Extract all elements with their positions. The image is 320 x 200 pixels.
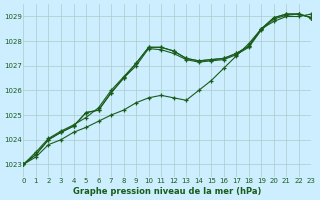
X-axis label: Graphe pression niveau de la mer (hPa): Graphe pression niveau de la mer (hPa)	[73, 187, 262, 196]
